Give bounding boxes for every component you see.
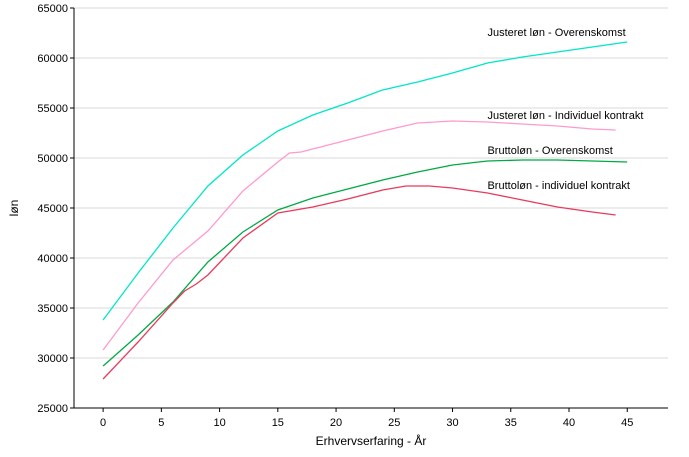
y-tick-label: 65000 [37, 3, 68, 15]
x-tick-label: 45 [621, 417, 633, 429]
y-tick-label: 25000 [37, 403, 68, 415]
gridlines [74, 7, 668, 359]
x-ticks: 0 5 10 15 20 25 30 35 40 45 [100, 408, 633, 429]
x-tick-label: 20 [330, 417, 342, 429]
x-tick-label: 5 [158, 417, 164, 429]
series-annotation-3: Bruttoløn - Overenskomst [487, 145, 612, 157]
x-tick-label: 30 [446, 417, 458, 429]
series-line-4 [102, 185, 616, 380]
series-line-2 [102, 120, 616, 351]
series-line-1 [102, 41, 628, 321]
y-tick-label: 60000 [37, 53, 68, 65]
y-tick-label: 35000 [37, 303, 68, 315]
series-annotation-1: Justeret løn - Overenskomst [487, 27, 625, 39]
x-axis-title: Erhvervserfaring - År [316, 433, 427, 448]
y-ticks: 25000 30000 35000 40000 45000 50000 55000 60000… [37, 3, 74, 415]
series-annotation-4: Bruttoløn - individuel kontrakt [487, 180, 629, 192]
series-annotation-2: Justeret løn - Individuel kontrakt [487, 110, 643, 122]
y-tick-label: 45000 [37, 203, 68, 215]
x-tick-label: 0 [100, 417, 106, 429]
x-tick-label: 40 [563, 417, 575, 429]
y-axis-title: løn [7, 200, 21, 217]
series-annotations: Justeret løn - Overenskomst Justeret løn … [487, 27, 643, 192]
x-tick-label: 35 [505, 417, 517, 429]
x-tick-label: 10 [213, 417, 225, 429]
y-tick-label: 40000 [37, 253, 68, 265]
x-tick-label: 25 [388, 417, 400, 429]
y-tick-label: 50000 [37, 153, 68, 165]
y-tick-label: 55000 [37, 103, 68, 115]
series-line-3 [102, 159, 628, 367]
series-lines [102, 41, 628, 380]
y-tick-label: 30000 [37, 353, 68, 365]
x-tick-label: 15 [272, 417, 284, 429]
